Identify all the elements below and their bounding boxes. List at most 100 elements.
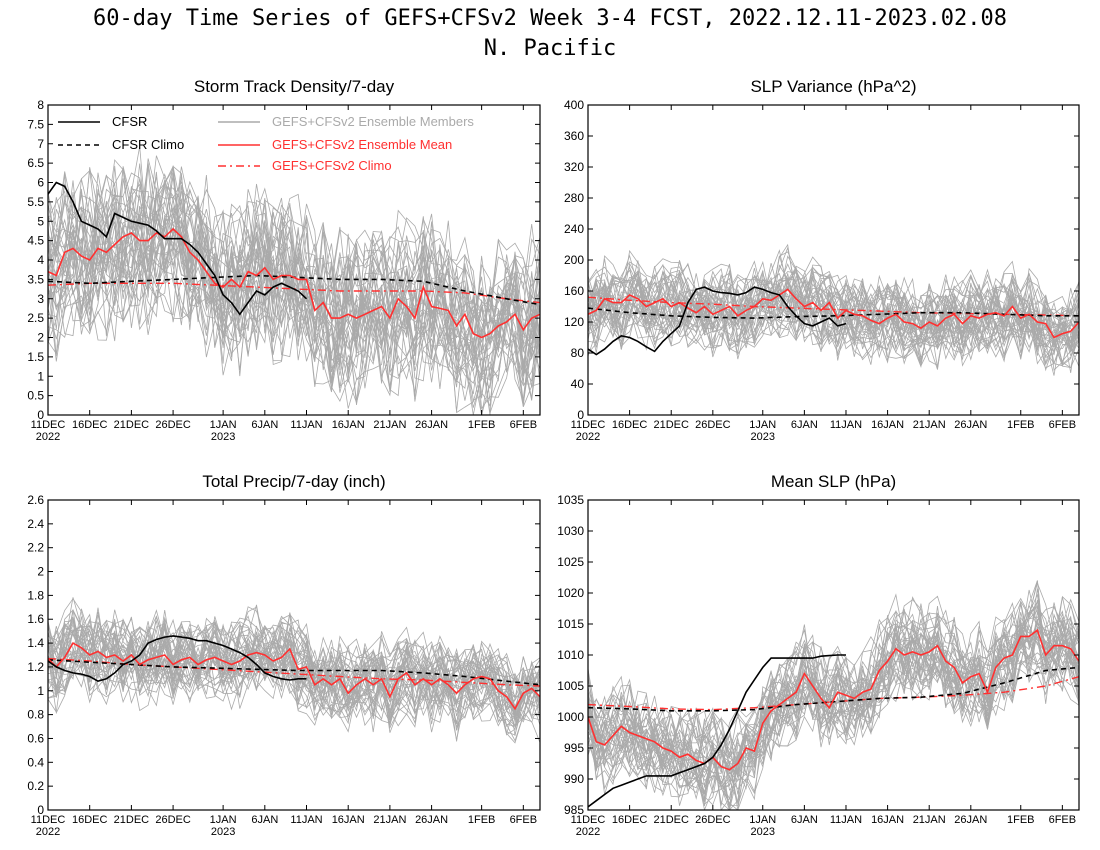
y-tick-label: 1010	[557, 648, 584, 662]
x-tick-label: 26JAN	[415, 814, 448, 826]
cfsr-line	[588, 654, 846, 808]
x-tick-label: 6FEB	[1049, 814, 1077, 826]
ensemble-member-line	[48, 220, 540, 407]
ensemble-member-line	[48, 214, 540, 402]
ensemble-mean-line	[48, 642, 540, 711]
ensemble-member-line	[588, 294, 1079, 373]
ensemble-member-line	[48, 624, 540, 722]
x-tick-year-label: 2023	[211, 826, 235, 838]
ensemble-member-line	[48, 229, 540, 414]
x-tick-label: 11JAN	[830, 419, 862, 431]
y-tick-label: 4.5	[27, 234, 44, 248]
y-tick-label: 6	[37, 176, 44, 190]
y-tick-label: 160	[564, 284, 584, 298]
x-tick-year-label: 2022	[36, 826, 60, 838]
ensemble-member-line	[588, 626, 1079, 795]
ensemble-member-line	[48, 217, 540, 415]
ensemble-mean-line	[588, 288, 1079, 339]
x-tick-label: 16DEC	[72, 419, 108, 431]
ensemble-member-line	[588, 620, 1079, 803]
y-tick-label: 985	[564, 803, 584, 817]
x-tick-label: 11JAN	[830, 814, 862, 826]
y-tick-label: 0.2	[27, 779, 44, 793]
plot-area	[48, 597, 540, 744]
cfsr-climo-line	[48, 659, 540, 686]
ensemble-member-line	[48, 207, 540, 376]
y-tick-label: 0.5	[27, 389, 44, 403]
ensemble-member-line	[588, 262, 1079, 344]
x-tick-label: 16JAN	[332, 419, 365, 431]
ensemble-member-line	[588, 631, 1079, 808]
y-tick-label: 990	[564, 772, 584, 786]
y-tick-label: 1	[37, 684, 44, 698]
x-tick-label: 11DEC	[31, 814, 66, 826]
x-tick-label: 26JAN	[954, 419, 987, 431]
y-tick-label: 2	[37, 565, 44, 579]
ensemble-member-line	[48, 240, 540, 415]
legend-label-members: GEFS+CFSv2 Ensemble Members	[272, 114, 474, 129]
y-tick-label: 1030	[557, 524, 584, 538]
y-tick-label: 2	[37, 331, 44, 345]
y-tick-label: 2.2	[27, 541, 44, 555]
y-tick-label: 3	[37, 292, 44, 306]
x-tick-label: 1FEB	[468, 814, 496, 826]
ensemble-member-line	[588, 631, 1079, 810]
x-tick-year-label: 2023	[751, 431, 775, 443]
panel-2: SLP Variance (hPa^2) 0 40 80 120 160 200 240 280…	[564, 77, 1080, 443]
x-tick-label: 26DEC	[155, 419, 191, 431]
panel-4: Mean SLP (hPa) 985 990 995 1000 1005 1010 1015 1…	[557, 472, 1080, 838]
x-tick-label: 11DEC	[31, 419, 66, 431]
y-tick-label: 280	[564, 191, 584, 205]
y-tick-label: 1000	[557, 710, 584, 724]
ensemble-member-line	[48, 187, 540, 372]
legend-label-cfsr: CFSR	[112, 114, 147, 129]
cfsr-climo-line	[588, 307, 1079, 319]
x-tick-label: 6JAN	[791, 419, 818, 431]
x-tick-label: 6JAN	[251, 419, 278, 431]
x-tick-label: 16JAN	[332, 814, 365, 826]
legend-label-cfsr_climo: CFSR Climo	[112, 137, 184, 152]
y-tick-label: 240	[564, 222, 584, 236]
panel-title: Storm Track Density/7-day	[194, 77, 395, 96]
y-tick-label: 320	[564, 160, 584, 174]
ensemble-member-line	[48, 214, 540, 385]
ensemble-member-line	[588, 265, 1079, 336]
x-tick-label: 21JAN	[913, 419, 946, 431]
y-tick-label: 2.5	[27, 311, 44, 325]
cfsr-climo-line	[588, 666, 1079, 712]
x-tick-label: 21DEC	[653, 419, 689, 431]
page-subtitle: N. Pacific	[483, 36, 617, 61]
x-tick-label: 1FEB	[1007, 814, 1035, 826]
legend: CFSR CFSR Climo GEFS+CFSv2 Ensemble Member…	[58, 114, 474, 173]
y-tick-label: 1020	[557, 586, 584, 600]
ensemble-member-line	[588, 618, 1079, 810]
x-tick-year-label: 2022	[576, 826, 600, 838]
ensemble-member-line	[48, 646, 540, 731]
y-tick-label: 200	[564, 253, 584, 267]
ensemble-member-line	[48, 146, 540, 351]
x-tick-label: 26JAN	[415, 419, 448, 431]
x-tick-label: 6FEB	[510, 814, 538, 826]
plot-area	[588, 580, 1079, 810]
ensemble-member-line	[48, 213, 540, 410]
y-tick-label: 120	[564, 315, 584, 329]
panel-1: Storm Track Density/7-day 0 0.5 1 1.5 2 2.5 3 3.…	[27, 77, 541, 443]
y-tick-label: 995	[564, 741, 584, 755]
panel-title: Mean SLP (hPa)	[771, 472, 896, 491]
y-tick-label: 400	[564, 98, 584, 112]
ensemble-member-line	[588, 629, 1079, 810]
ensemble-member-line	[588, 580, 1079, 770]
y-tick-label: 2.4	[27, 517, 44, 531]
legend-label-mean: GEFS+CFSv2 Ensemble Mean	[272, 137, 452, 152]
x-tick-year-label: 2023	[751, 826, 775, 838]
cfsr-line	[588, 286, 847, 356]
x-tick-label: 16DEC	[72, 814, 108, 826]
x-tick-label: 21JAN	[373, 814, 406, 826]
ensemble-member-line	[48, 651, 540, 743]
plot-area	[48, 146, 540, 415]
y-tick-label: 0.6	[27, 731, 44, 745]
x-tick-label: 6FEB	[510, 419, 538, 431]
y-tick-label: 1.8	[27, 588, 44, 602]
panel-title: SLP Variance (hPa^2)	[750, 77, 916, 96]
y-tick-label: 1035	[557, 493, 584, 507]
